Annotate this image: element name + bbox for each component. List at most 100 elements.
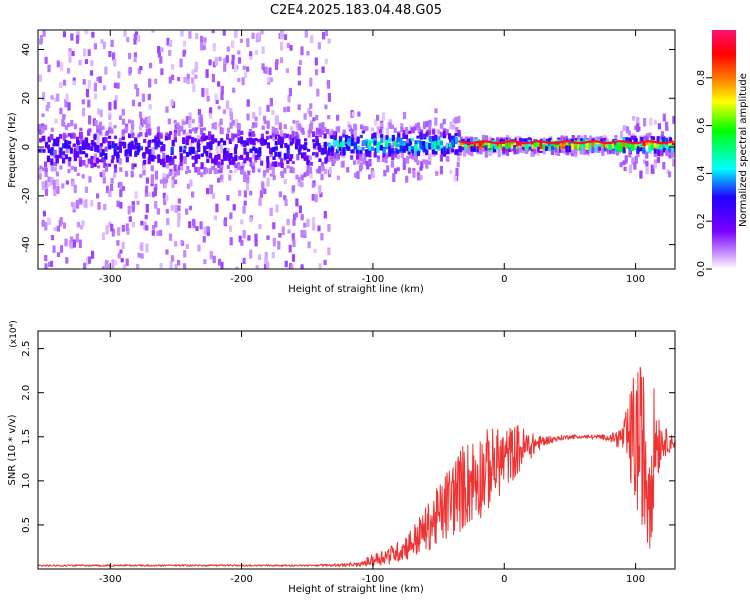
spectrogram-cell <box>565 146 569 153</box>
spectrogram-cell <box>622 142 626 148</box>
spectrogram-cell <box>396 143 400 147</box>
spectrogram-cell <box>87 129 91 136</box>
spectrogram-cell <box>182 149 187 154</box>
spectrogram-cell <box>59 82 63 89</box>
spectrogram-cell <box>368 151 372 158</box>
spectrogram-cell <box>126 228 130 235</box>
spectrogram-cell <box>434 108 438 114</box>
spectrogram-cell <box>642 147 646 154</box>
spectrogram-cell <box>228 157 232 163</box>
spectrogram-cell <box>191 191 195 198</box>
spectrogram-cell <box>320 147 324 154</box>
spectrogram-cell <box>131 99 136 107</box>
spectrogram-cell <box>373 140 377 146</box>
spectrogram-cell <box>159 179 163 184</box>
spectrogram-cell <box>177 259 181 266</box>
spectrogram-cell <box>308 166 312 174</box>
spectrogram-cell <box>165 106 169 113</box>
spectrogram-cell <box>218 56 222 62</box>
spectrogram-cell <box>197 154 201 160</box>
spectrogram-cell <box>508 147 512 152</box>
spectrogram-cell <box>238 235 242 243</box>
spectrogram-cell <box>143 139 147 143</box>
spectrogram-cell <box>200 162 204 170</box>
spectrogram-cell <box>385 154 389 159</box>
spectrogram-cell <box>133 145 137 150</box>
spectrogram-cell <box>505 148 510 156</box>
spectrogram-cell <box>545 146 549 151</box>
spectrogram-cell <box>315 135 319 141</box>
spectrogram-cell <box>206 226 210 233</box>
spectrogram-cell <box>191 77 195 84</box>
spectrogram-cell <box>252 166 256 173</box>
spectrogram-cell <box>188 112 192 119</box>
spectrogram-cell <box>231 60 235 65</box>
spectrogram-cell <box>183 263 187 269</box>
spectrogram-cell <box>121 132 125 138</box>
snr-xtick-label: 100 <box>626 574 645 585</box>
spectrogram-cell <box>111 141 115 146</box>
spectrogram-cell <box>53 162 57 166</box>
spectrogram-cell <box>321 122 325 130</box>
spectrogram-cell <box>362 158 366 165</box>
spectrogram-cell <box>117 71 121 79</box>
spectrogram-cell <box>121 108 125 116</box>
spectrogram-cell <box>274 146 278 151</box>
spectrogram-cell <box>119 202 123 209</box>
spectrogram-cell <box>160 47 164 53</box>
spectrogram-cell <box>414 155 418 163</box>
spectrogram-cell <box>499 138 503 143</box>
spectrogram-cell <box>116 240 120 246</box>
spectrogram-cell <box>67 144 71 149</box>
spectrogram-cell <box>62 31 66 38</box>
spectrogram-cell <box>298 59 302 66</box>
snr-frame <box>37 330 676 570</box>
spectrogram-cell <box>113 135 118 139</box>
spectrogram-cell <box>203 136 207 141</box>
spectrogram-cell <box>225 55 229 63</box>
spectrogram-ytick-label: -40 <box>21 236 32 252</box>
spectrogram-cell <box>105 225 109 235</box>
spectrogram-cell <box>92 118 96 127</box>
spectrogram-cell <box>79 127 83 132</box>
spectrogram-cell <box>62 79 67 86</box>
spectrogram-cell <box>91 250 95 259</box>
spectrogram-cell <box>275 134 279 140</box>
spectrogram-cell <box>672 159 675 167</box>
spectrogram-cell <box>50 95 54 100</box>
spectrogram-cell <box>93 82 97 92</box>
spectrogram-cell <box>328 147 332 152</box>
spectrogram-cell <box>636 117 640 125</box>
spectrogram-cell <box>286 160 290 164</box>
spectrogram-cell <box>336 153 341 160</box>
snr-xlabel: Height of straight line (km) <box>288 584 424 595</box>
spectrogram-cell <box>362 140 366 145</box>
spectrogram-cell <box>455 167 459 176</box>
spectrogram-cell <box>174 204 178 213</box>
spectrogram-cell <box>58 154 62 159</box>
spectrogram-cell <box>234 144 238 148</box>
spectrogram-cell <box>261 182 265 191</box>
spectrogram-cell <box>194 61 199 69</box>
spectrogram-cell <box>284 199 288 206</box>
spectrogram-cell <box>609 147 613 154</box>
spectrogram-cell <box>295 198 299 207</box>
spectrogram-cell <box>67 159 71 167</box>
spectrogram-cell <box>41 219 45 227</box>
spectrogram-cell <box>425 131 429 136</box>
spectrogram-cell <box>100 39 104 44</box>
spectrogram-cell <box>148 78 152 88</box>
spectrogram-cell <box>432 135 436 142</box>
spectrogram-cell <box>440 145 444 151</box>
spectrogram-cell <box>243 171 247 178</box>
spectrogram-cell <box>297 80 301 86</box>
spectrogram-cell <box>591 140 595 148</box>
spectrogram-xtick-label: -200 <box>230 274 253 285</box>
spectrogram-cell <box>437 136 441 142</box>
spectrogram-cell <box>606 142 610 149</box>
spectrogram-cell <box>79 160 83 167</box>
spectrogram-cell <box>645 160 649 167</box>
snr-xtick-label: 0 <box>501 574 507 585</box>
spectrogram-cell <box>331 145 335 152</box>
